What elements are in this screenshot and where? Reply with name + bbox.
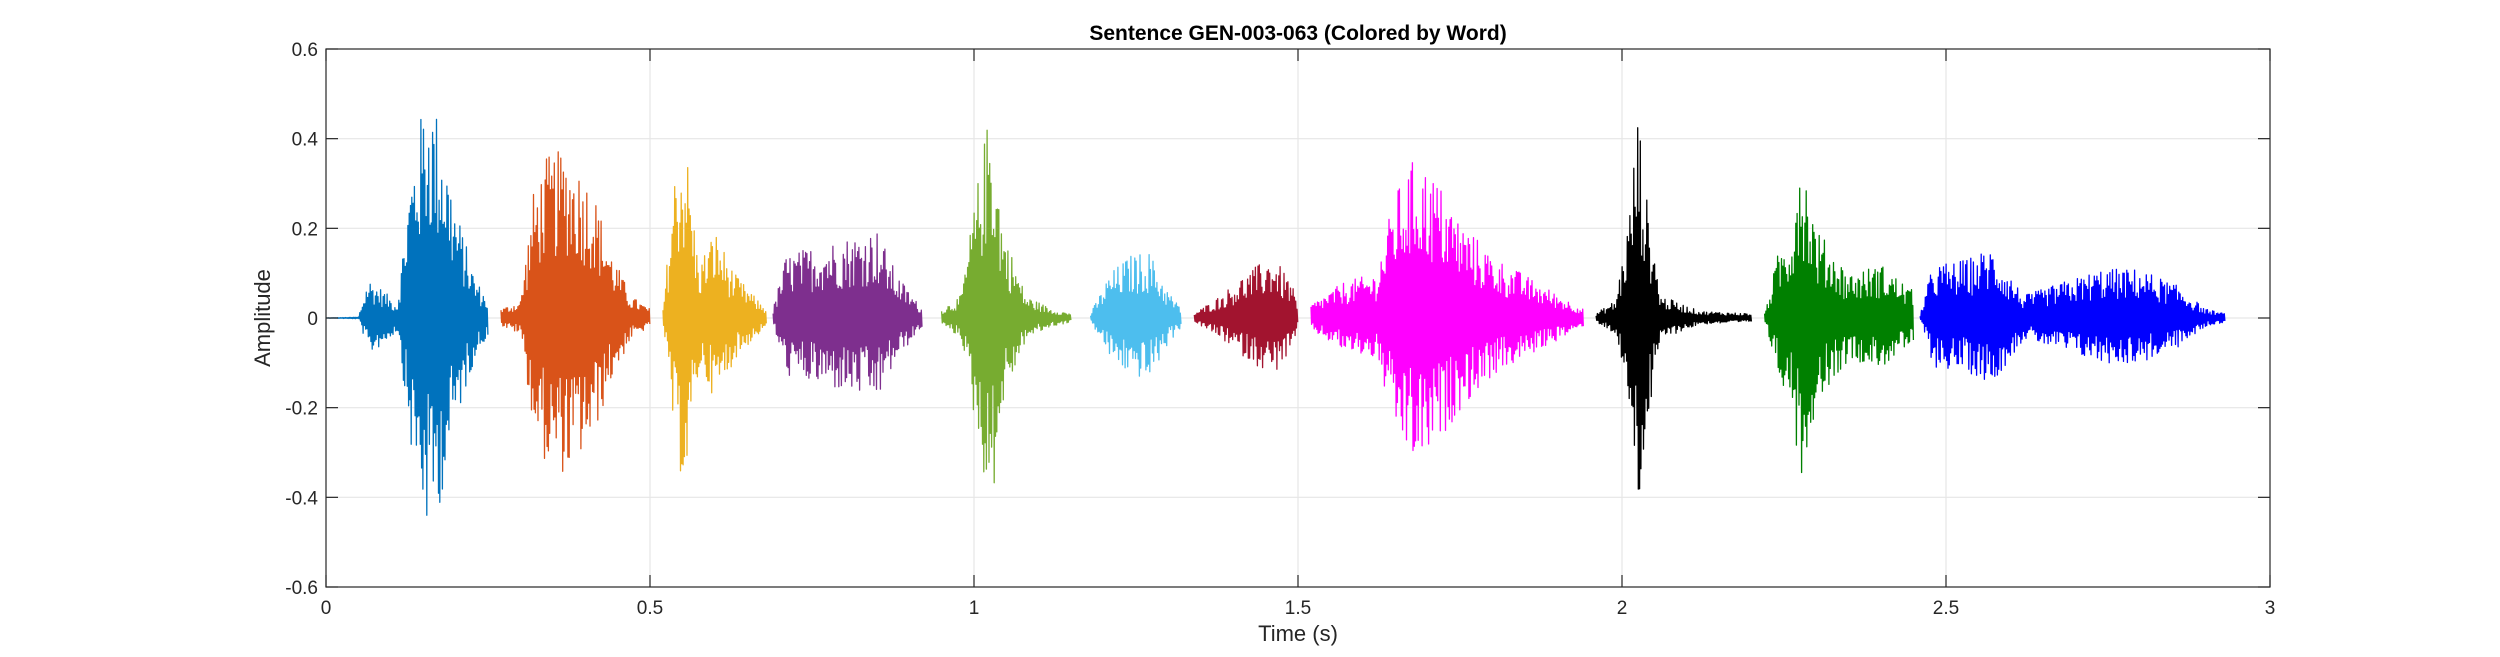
word-waveform-5 xyxy=(940,129,1072,484)
x-axis-label: Time (s) xyxy=(1258,621,1338,646)
waveform-series xyxy=(325,118,2226,516)
x-tick-label: 2.5 xyxy=(1933,598,1959,619)
word-waveform-10 xyxy=(1763,187,1915,474)
y-tick-label: 0.4 xyxy=(292,130,319,151)
y-tick-label: -0.6 xyxy=(285,578,318,599)
y-tick-label: -0.4 xyxy=(285,488,318,509)
y-tick-label: 0.2 xyxy=(292,219,318,240)
word-waveform-8 xyxy=(1310,162,1584,452)
y-tick-label: 0.6 xyxy=(292,40,318,61)
y-axis-label: Amplitude xyxy=(250,269,275,367)
axes-box xyxy=(325,48,2271,588)
x-tick-label: 2 xyxy=(1617,598,1628,619)
y-tick-label: 0 xyxy=(307,309,318,330)
word-waveform-7 xyxy=(1193,264,1299,370)
word-waveform-11 xyxy=(1919,253,2226,380)
word-waveform-1 xyxy=(325,118,489,516)
x-tick-label: 3 xyxy=(2265,598,2276,619)
chart-title: Sentence GEN-003-063 (Colored by Word) xyxy=(1089,22,1506,45)
word-waveform-3 xyxy=(662,166,767,472)
x-tick-label: 1 xyxy=(969,598,980,619)
axes: 0 0.5 1 1.5 2 2.5 3 -0.6 -0.4 -0.2 0 0.2 0.4 0.6 xyxy=(285,40,2275,619)
x-tick-label: 1.5 xyxy=(1285,598,1311,619)
word-waveform-6 xyxy=(1089,254,1182,377)
word-waveform-2 xyxy=(500,151,651,472)
x-tick-label: 0 xyxy=(321,598,332,619)
y-tick-label: -0.2 xyxy=(285,399,318,420)
x-tick-label: 0.5 xyxy=(637,598,663,619)
word-waveform-9 xyxy=(1595,127,1753,490)
word-waveform-4 xyxy=(772,233,923,391)
